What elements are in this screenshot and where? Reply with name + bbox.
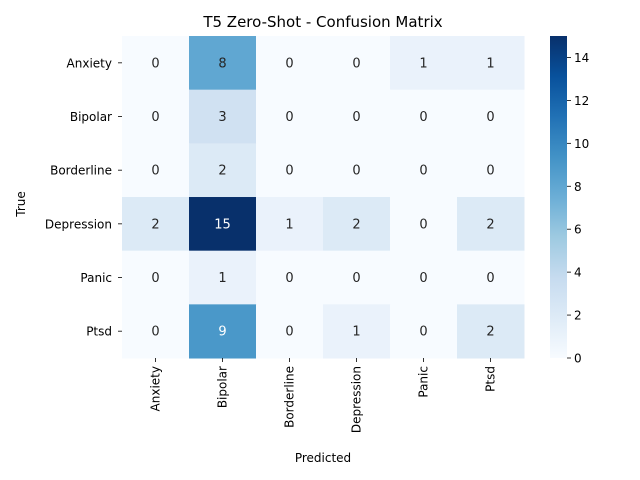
colorbar-tick-label: 0 xyxy=(574,352,582,366)
cell-value-label: 0 xyxy=(285,271,293,286)
cell-value-label: 0 xyxy=(285,164,293,179)
colorbar-tick-label: 12 xyxy=(574,94,589,108)
y-axis-label: True xyxy=(14,191,28,218)
x-tick-label: Anxiety xyxy=(149,366,163,411)
cell-value-label: 8 xyxy=(218,56,226,71)
colorbar-ticks: 0 2 4 6 8 10 12 14 xyxy=(567,51,589,366)
cell-value-label: 0 xyxy=(352,271,360,286)
cell-value-label: 15 xyxy=(214,217,231,232)
cell-value-label: 2 xyxy=(352,217,360,232)
x-tick-label: Panic xyxy=(417,366,431,398)
cell-value-label: 0 xyxy=(151,56,159,71)
cell-value-label: 1 xyxy=(486,56,494,71)
cell-value-label: 1 xyxy=(218,271,226,286)
x-tick-label: Ptsd xyxy=(484,366,498,392)
y-tick-label: Bipolar xyxy=(70,110,112,124)
cell-value-label: 0 xyxy=(352,164,360,179)
cell-value-label: 0 xyxy=(419,217,427,232)
cell-value-label: 0 xyxy=(285,110,293,125)
cell-value-label: 0 xyxy=(151,110,159,125)
cell-value-label: 2 xyxy=(151,217,159,232)
y-axis-ticks: Anxiety Bipolar Borderline Depression Panic P… xyxy=(45,56,122,338)
y-tick-label: Borderline xyxy=(50,164,112,178)
colorbar-tick-label: 4 xyxy=(574,266,582,280)
cell-value-label: 0 xyxy=(486,164,494,179)
cell-value-label: 1 xyxy=(419,56,427,71)
cell-value-label: 0 xyxy=(486,271,494,286)
cell-value-label: 2 xyxy=(486,325,494,340)
cell-value-label: 0 xyxy=(419,271,427,286)
colorbar-tick-label: 6 xyxy=(574,223,582,237)
colorbar-tick-label: 10 xyxy=(574,137,589,151)
y-tick-label: Anxiety xyxy=(67,56,112,70)
cell-value-label: 2 xyxy=(486,217,494,232)
x-axis-label: Predicted xyxy=(295,451,351,465)
cell-value-label: 0 xyxy=(419,325,427,340)
cell-value-label: 0 xyxy=(151,271,159,286)
cell-value-label: 2 xyxy=(218,164,226,179)
y-tick-label: Depression xyxy=(45,217,112,231)
chart-title: T5 Zero-Shot - Confusion Matrix xyxy=(202,13,442,31)
cell-value-label: 9 xyxy=(218,325,226,340)
colorbar xyxy=(550,36,567,358)
cell-value-label: 0 xyxy=(352,56,360,71)
cell-value-label: 0 xyxy=(419,164,427,179)
colorbar-tick-label: 8 xyxy=(574,180,582,194)
x-tick-label: Depression xyxy=(350,366,364,433)
cell-value-label: 0 xyxy=(151,325,159,340)
cell-value-label: 1 xyxy=(285,217,293,232)
cell-value-label: 0 xyxy=(486,110,494,125)
x-tick-label: Borderline xyxy=(283,366,297,428)
y-tick-label: Ptsd xyxy=(86,325,112,339)
cell-value-label: 0 xyxy=(285,325,293,340)
colorbar-tick-label: 2 xyxy=(574,309,582,323)
cell-value-label: 1 xyxy=(352,325,360,340)
cell-value-label: 3 xyxy=(218,110,226,125)
cell-value-label: 0 xyxy=(151,164,159,179)
y-tick-label: Panic xyxy=(80,271,112,285)
cell-value-label: 0 xyxy=(352,110,360,125)
colorbar-tick-label: 14 xyxy=(574,51,589,65)
x-tick-label: Bipolar xyxy=(216,366,230,408)
cell-value-label: 0 xyxy=(419,110,427,125)
cell-value-label: 0 xyxy=(285,56,293,71)
heatmap-cells xyxy=(122,36,525,359)
x-axis-ticks: Anxiety Bipolar Borderline Depression Panic P… xyxy=(149,358,498,433)
